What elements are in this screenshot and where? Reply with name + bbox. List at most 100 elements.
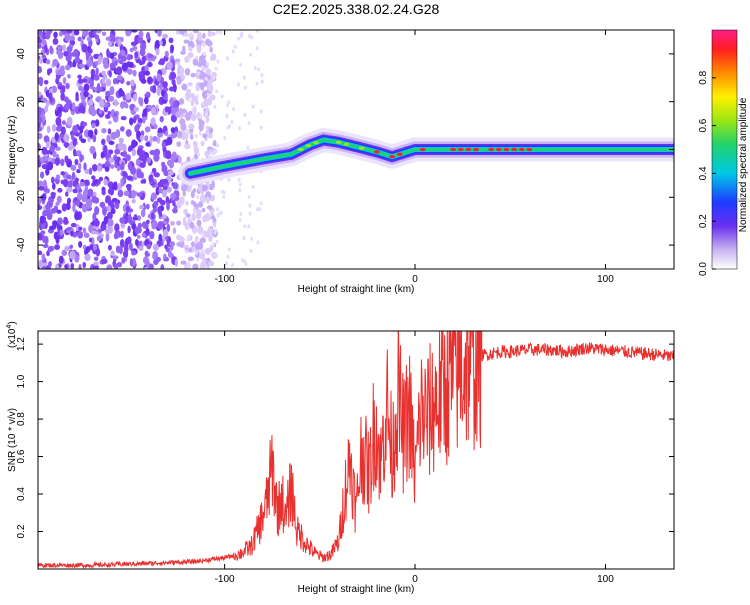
chart-title: C2E2.2025.338.02.24.G28 <box>273 1 440 17</box>
noise-blob <box>162 228 169 238</box>
noise-blob <box>72 148 77 157</box>
noise-blob <box>186 88 192 94</box>
faint-noise-blob <box>215 89 219 94</box>
noise-blob <box>179 196 185 206</box>
noise-blob <box>40 230 46 235</box>
noise-blob <box>103 215 109 225</box>
noise-blob <box>113 154 118 162</box>
noise-blob <box>147 53 154 59</box>
noise-blob <box>87 98 94 106</box>
noise-blob <box>47 156 52 163</box>
noise-blob <box>201 184 208 192</box>
noise-blob <box>146 156 152 164</box>
noise-blob <box>106 211 113 220</box>
noise-blob <box>45 141 50 148</box>
faint-noise-blob <box>219 30 223 35</box>
faint-noise-blob <box>251 184 255 189</box>
noise-blob <box>106 264 113 269</box>
noise-blob <box>104 166 110 172</box>
noise-blob <box>131 250 137 256</box>
spectrogram-ytick-label: 20 <box>16 96 27 108</box>
noise-blob <box>70 230 74 237</box>
noise-blob <box>126 81 131 86</box>
faint-noise-blob <box>186 264 190 269</box>
noise-blob <box>101 78 106 84</box>
noise-blob <box>66 186 73 193</box>
noise-blob <box>101 70 106 76</box>
noise-blob <box>198 82 205 88</box>
noise-blob <box>101 31 107 36</box>
faint-noise-blob <box>227 177 231 182</box>
snr-xtick-label: 100 <box>597 574 614 585</box>
noise-blob <box>198 124 204 132</box>
snr-ytick-label: 0.4 <box>16 487 27 501</box>
noise-blob <box>208 183 215 191</box>
noise-blob <box>78 85 84 92</box>
noise-blob <box>157 181 164 188</box>
noise-blob <box>87 188 94 198</box>
noise-blob <box>183 244 190 250</box>
noise-blob <box>184 68 191 76</box>
noise-blob <box>123 243 129 253</box>
faint-noise-blob <box>185 249 189 254</box>
noise-blob <box>152 243 159 252</box>
noise-blob <box>116 74 123 81</box>
noise-blob <box>70 263 75 269</box>
noise-blob <box>120 116 127 121</box>
faint-noise-blob <box>243 112 247 117</box>
noise-blob <box>202 133 208 139</box>
noise-blob <box>96 235 102 242</box>
noise-blob <box>38 205 43 211</box>
noise-blob <box>176 141 182 147</box>
noise-blob <box>157 132 164 138</box>
noise-blob <box>96 86 103 93</box>
ridge-hotspot <box>472 147 479 152</box>
noise-blob <box>42 179 48 189</box>
noise-blob <box>52 58 59 67</box>
faint-noise-blob <box>232 107 236 112</box>
noise-blob <box>210 215 216 220</box>
noise-blob <box>59 229 64 236</box>
snr-frame <box>37 330 675 570</box>
faint-noise-blob <box>216 59 220 64</box>
noise-blob <box>43 79 49 85</box>
noise-blob <box>172 207 178 214</box>
noise-blob <box>172 227 177 234</box>
noise-blob <box>51 123 57 132</box>
faint-noise-blob <box>228 123 232 128</box>
noise-blob <box>52 38 59 45</box>
noise-blob <box>97 55 102 65</box>
noise-blob <box>112 78 117 85</box>
noise-blob <box>120 230 124 238</box>
noise-blob <box>58 255 64 264</box>
faint-noise-blob <box>247 33 251 38</box>
noise-blob <box>170 127 176 134</box>
noise-blob <box>119 163 125 171</box>
noise-blob <box>38 143 41 152</box>
noise-blob <box>133 106 139 112</box>
noise-blob <box>49 145 56 152</box>
noise-blob <box>74 132 80 137</box>
noise-blob <box>164 106 170 113</box>
faint-noise-blob <box>213 252 217 257</box>
ridge-hotspot <box>396 152 403 156</box>
noise-blob <box>44 150 51 155</box>
noise-blob <box>69 250 76 260</box>
faint-noise-blob <box>230 119 234 124</box>
noise-blob <box>46 209 51 218</box>
noise-blob <box>62 44 66 50</box>
noise-blob <box>93 74 100 81</box>
faint-noise-blob <box>202 43 206 48</box>
noise-blob <box>74 56 81 64</box>
faint-noise-blob <box>196 238 200 243</box>
noise-blob <box>161 141 166 148</box>
ridge-hotspot <box>526 147 533 152</box>
noise-blob <box>64 264 68 269</box>
colorbar-tick-label: 0.8 <box>698 70 709 84</box>
noise-blob <box>56 49 62 56</box>
faint-noise-blob <box>191 107 195 112</box>
noise-blob <box>145 91 151 99</box>
noise-blob <box>106 205 111 212</box>
